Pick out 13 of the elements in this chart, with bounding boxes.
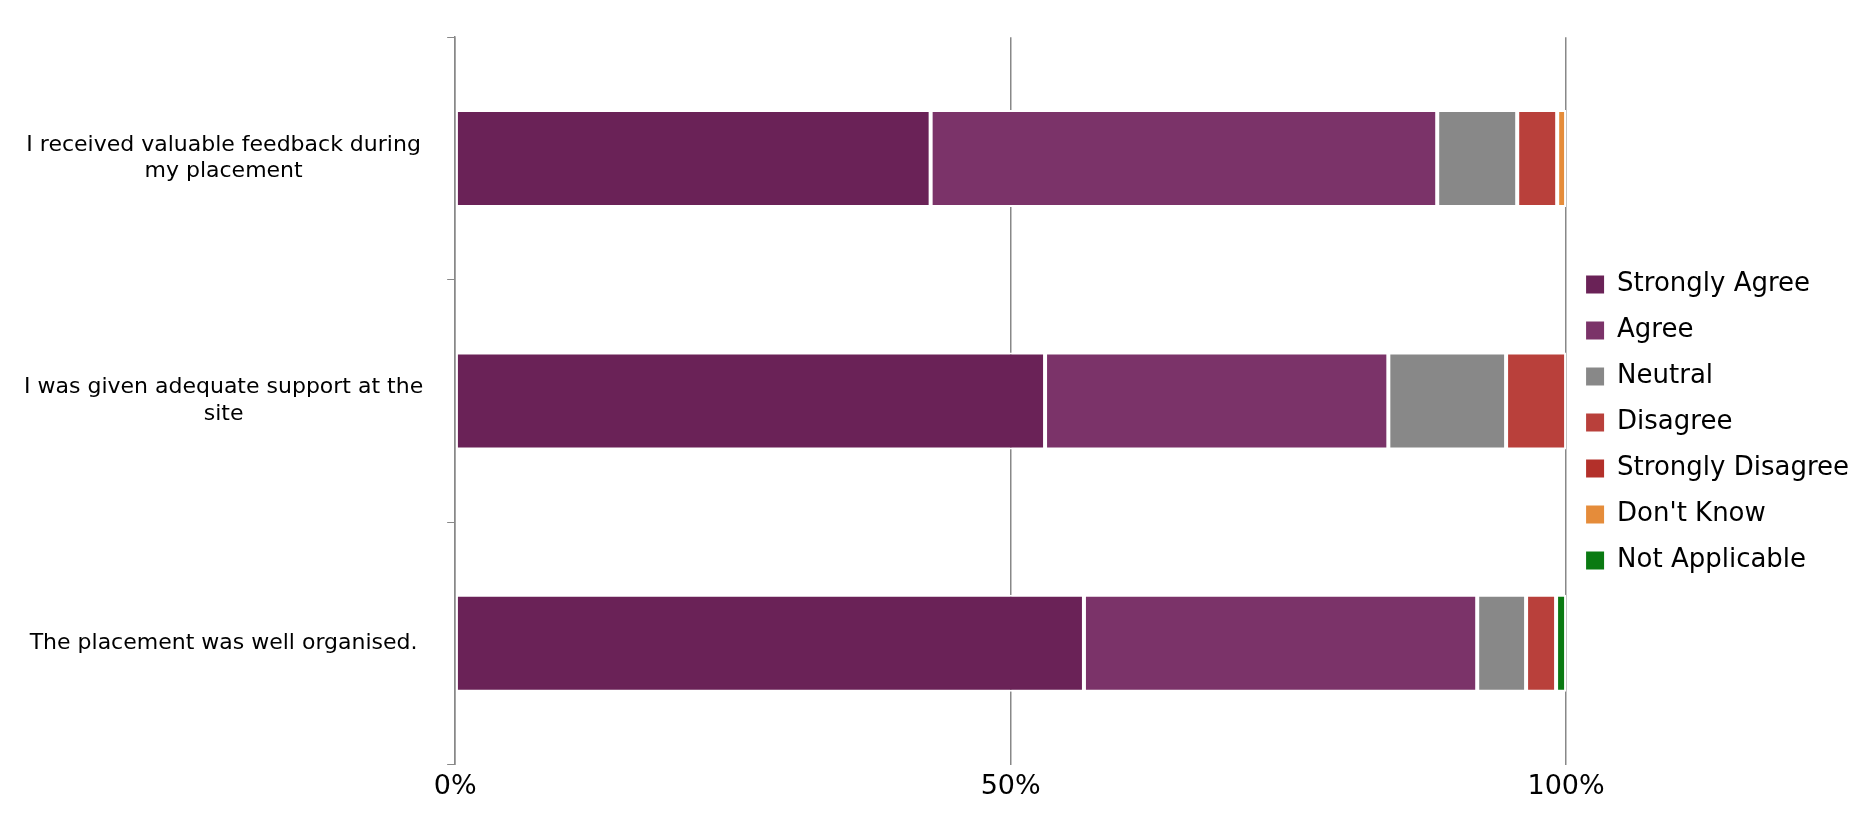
y-tick-label: I received valuable feedback during my placement [26,130,421,183]
legend-label: Neutral [1617,359,1714,390]
legend-label: Disagree [1617,405,1733,436]
legend-label: Strongly Agree [1617,267,1811,298]
y-tick-label: The placement was well organised. [28,629,418,655]
x-tick-label: 100% [1527,768,1605,800]
legend-label: Agree [1617,313,1694,344]
legend-label: Don't Know [1617,497,1766,528]
y-tick-label: I was given adequate support at the site [24,373,424,425]
legend-label: Not Applicable [1617,543,1807,574]
x-tick-label: 0% [433,768,477,800]
legend-label: Strongly Disagree [1617,451,1849,482]
x-tick-label: 50% [980,768,1041,800]
